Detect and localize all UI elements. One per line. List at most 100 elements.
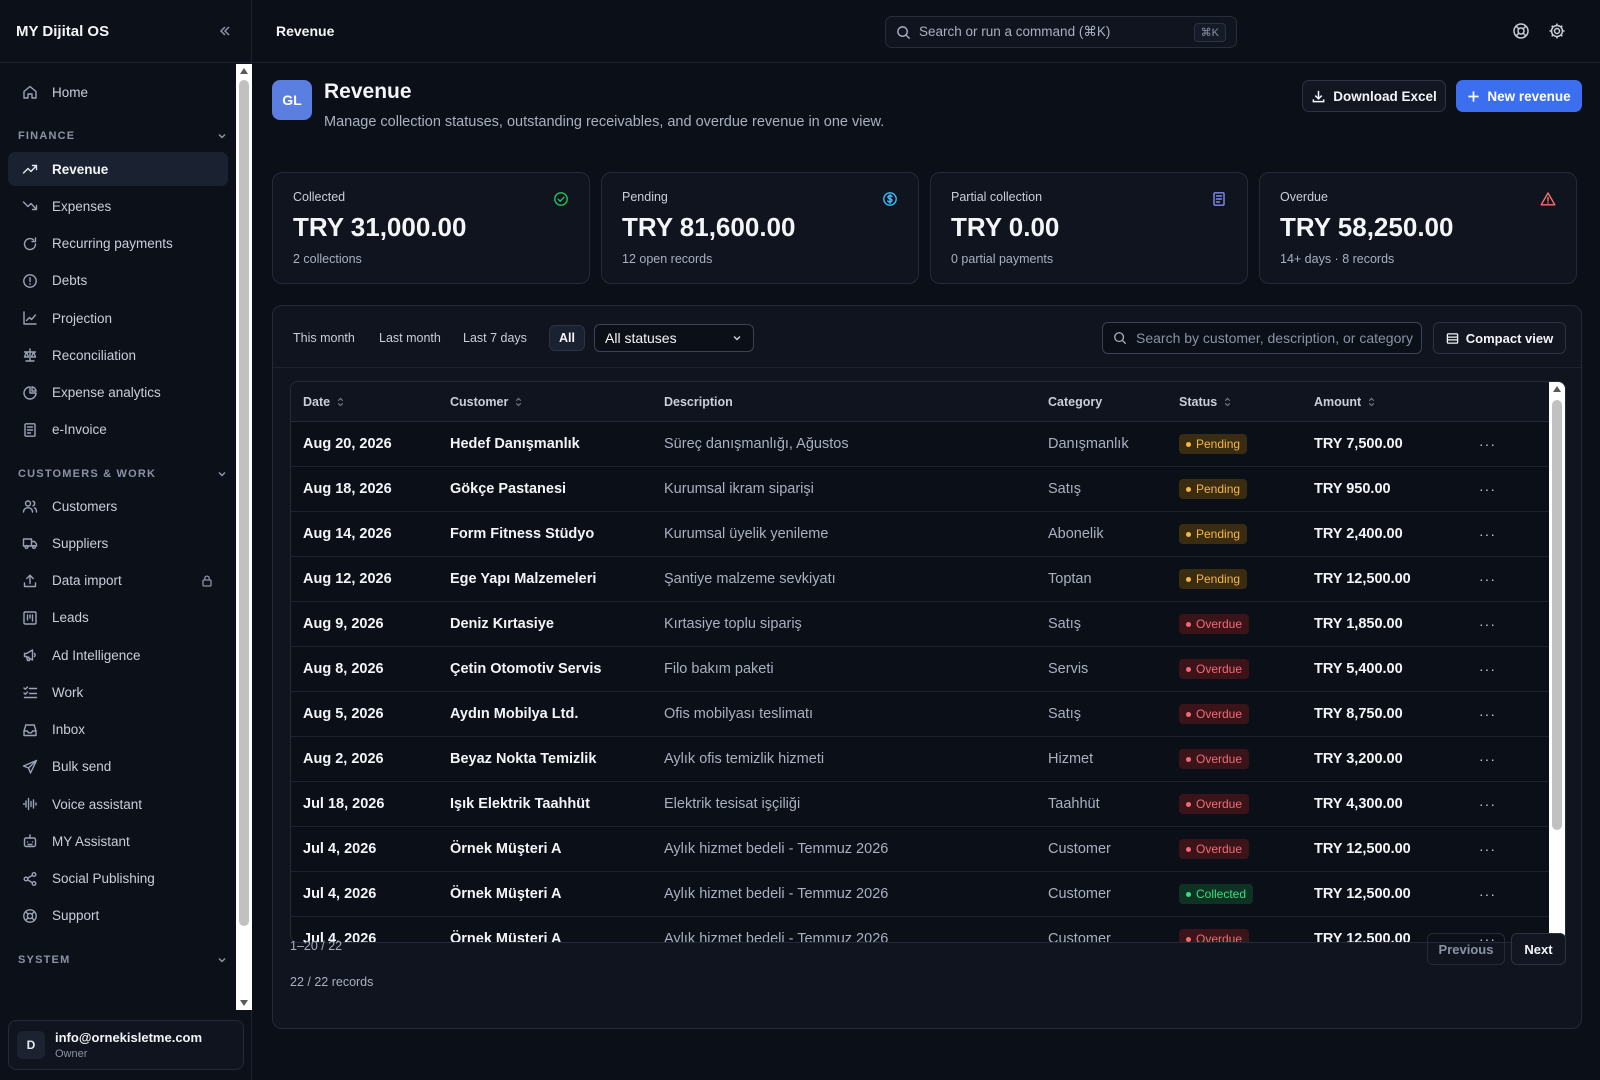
row-more-actions-icon[interactable]: ··· bbox=[1479, 571, 1496, 587]
sidebar-item-inbox[interactable]: Inbox bbox=[8, 713, 228, 747]
column-header-status[interactable]: Status bbox=[1179, 382, 1232, 422]
sidebar-item-my-assistant[interactable]: MY Assistant bbox=[8, 824, 228, 858]
sidebar-item-expense-analytics[interactable]: Expense analytics bbox=[8, 376, 228, 410]
sidebar-item-e-invoice[interactable]: e-Invoice bbox=[8, 413, 228, 447]
sidebar-scrollbar[interactable] bbox=[236, 64, 252, 1010]
new-revenue-button[interactable]: New revenue bbox=[1456, 80, 1582, 112]
table-row[interactable]: Aug 20, 2026 Hedef Danışmanlık Süreç danış… bbox=[291, 422, 1549, 467]
status-dot bbox=[1186, 531, 1191, 537]
sidebar-nav: Home FINANCE Revenue Expenses Recurring paym… bbox=[0, 64, 236, 1010]
previous-page-button[interactable]: Previous bbox=[1427, 933, 1505, 965]
sidebar-item-leads[interactable]: Leads bbox=[8, 601, 228, 635]
row-more-actions-icon[interactable]: ··· bbox=[1479, 616, 1496, 632]
scroll-down-arrow-icon[interactable] bbox=[240, 1000, 248, 1006]
row-more-actions-icon[interactable]: ··· bbox=[1479, 661, 1496, 677]
column-header-customer[interactable]: Customer bbox=[450, 382, 523, 422]
filter-chip-last-7-days[interactable]: Last 7 days bbox=[463, 331, 527, 345]
table-row[interactable]: Aug 8, 2026 Çetin Otomotiv Servis Filo bak… bbox=[291, 647, 1549, 692]
row-more-actions-icon[interactable]: ··· bbox=[1479, 526, 1496, 542]
status-select[interactable]: All statuses bbox=[594, 324, 754, 352]
sidebar-item-data-import[interactable]: Data import bbox=[8, 564, 228, 598]
filter-chip-this-month[interactable]: This month bbox=[293, 331, 355, 345]
sidebar-item-expenses[interactable]: Expenses bbox=[8, 189, 228, 223]
sidebar-item-label: Projection bbox=[52, 310, 113, 326]
row-more-actions-icon[interactable]: ··· bbox=[1479, 886, 1496, 902]
table-row[interactable]: Aug 18, 2026 Gökçe Pastanesi Kurumsal ikra… bbox=[291, 467, 1549, 512]
section-customers-work[interactable]: CUSTOMERS & WORK bbox=[18, 468, 228, 480]
table-row[interactable]: Jul 4, 2026 Örnek Müşteri A Aylık hizmet b… bbox=[291, 917, 1549, 943]
sidebar-item-recurring-payments[interactable]: Recurring payments bbox=[8, 227, 228, 261]
table-row[interactable]: Aug 5, 2026 Aydın Mobilya Ltd. Ofis mobily… bbox=[291, 692, 1549, 737]
scrollbar-thumb[interactable] bbox=[1552, 400, 1562, 830]
sidebar-item-reconciliation[interactable]: Reconciliation bbox=[8, 338, 228, 372]
column-header-date[interactable]: Date bbox=[303, 382, 345, 422]
sidebar-item-ad-intelligence[interactable]: Ad Intelligence bbox=[8, 638, 228, 672]
sidebar-item-customers[interactable]: Customers bbox=[8, 489, 228, 523]
section-label: SYSTEM bbox=[18, 954, 71, 966]
row-more-actions-icon[interactable]: ··· bbox=[1479, 841, 1496, 857]
table-search-input[interactable]: Search by customer, description, or cate… bbox=[1102, 322, 1422, 354]
compact-view-button[interactable]: Compact view bbox=[1433, 322, 1566, 354]
cell-amount: TRY 12,500.00 bbox=[1314, 886, 1411, 902]
status-badge: Pending bbox=[1179, 479, 1248, 499]
row-more-actions-icon[interactable]: ··· bbox=[1479, 751, 1496, 767]
table-row[interactable]: Aug 9, 2026 Deniz Kırtasiye Kırtasiye topl… bbox=[291, 602, 1549, 647]
revenue-panel: This month Last month Last 7 days All All s… bbox=[272, 305, 1582, 1029]
help-icon[interactable] bbox=[1512, 22, 1530, 40]
sidebar-item-label: Debts bbox=[52, 273, 88, 289]
sidebar-item-social-publishing[interactable]: Social Publishing bbox=[8, 862, 228, 896]
sidebar-item-support[interactable]: Support bbox=[8, 899, 228, 933]
sidebar-item-voice-assistant[interactable]: Voice assistant bbox=[8, 787, 228, 821]
cell-customer: Çetin Otomotiv Servis bbox=[450, 661, 602, 677]
chevron-down-icon bbox=[218, 133, 226, 139]
row-more-actions-icon[interactable]: ··· bbox=[1479, 436, 1496, 452]
next-page-button[interactable]: Next bbox=[1511, 933, 1566, 965]
row-more-actions-icon[interactable]: ··· bbox=[1479, 796, 1496, 812]
command-search-input[interactable]: Search or run a command (⌘K) ⌘K bbox=[885, 16, 1237, 48]
table-row[interactable]: Aug 14, 2026 Form Fitness Stüdyo Kurumsal … bbox=[291, 512, 1549, 557]
column-header-amount[interactable]: Amount bbox=[1314, 382, 1376, 422]
app-name: MY Dijital OS bbox=[16, 22, 110, 40]
table-row[interactable]: Jul 4, 2026 Örnek Müşteri A Aylık hizmet b… bbox=[291, 827, 1549, 872]
table-row[interactable]: Aug 2, 2026 Beyaz Nokta Temizlik Aylık ofi… bbox=[291, 737, 1549, 782]
row-more-actions-icon[interactable]: ··· bbox=[1479, 481, 1496, 497]
sidebar-item-suppliers[interactable]: Suppliers bbox=[8, 526, 228, 560]
cell-category: Danışmanlık bbox=[1048, 436, 1129, 452]
scroll-up-arrow-icon[interactable] bbox=[1553, 386, 1561, 392]
row-more-actions-icon[interactable]: ··· bbox=[1479, 706, 1496, 722]
filter-chip-last-month[interactable]: Last month bbox=[379, 331, 441, 345]
sidebar-item-bulk-send[interactable]: Bulk send bbox=[8, 750, 228, 784]
sidebar-item-work[interactable]: Work bbox=[8, 675, 228, 709]
row-more-actions-icon[interactable]: ··· bbox=[1479, 931, 1496, 943]
section-finance[interactable]: FINANCE bbox=[18, 130, 228, 142]
table-row[interactable]: Aug 12, 2026 Ege Yapı Malzemeleri Şantiye … bbox=[291, 557, 1549, 602]
home-icon bbox=[22, 84, 38, 100]
gear-icon[interactable] bbox=[1548, 22, 1566, 40]
scroll-up-arrow-icon[interactable] bbox=[240, 68, 248, 74]
cell-customer: Hedef Danışmanlık bbox=[450, 436, 580, 452]
table-row[interactable]: Jul 4, 2026 Örnek Müşteri A Aylık hizmet b… bbox=[291, 872, 1549, 917]
cell-category: Customer bbox=[1048, 931, 1111, 943]
user-card[interactable]: D info@ornekisletme.com Owner bbox=[8, 1020, 244, 1070]
collapse-sidebar-icon[interactable] bbox=[215, 21, 235, 41]
compact-view-label: Compact view bbox=[1465, 330, 1554, 346]
sidebar-item-debts[interactable]: Debts bbox=[8, 264, 228, 298]
status-dot bbox=[1186, 576, 1191, 582]
sidebar-item-revenue[interactable]: Revenue bbox=[8, 152, 228, 186]
sidebar-item-label: Reconciliation bbox=[52, 347, 137, 363]
sidebar-item-label: Voice assistant bbox=[52, 796, 143, 812]
filter-chip-all[interactable]: All bbox=[549, 325, 585, 351]
sidebar: MY Dijital OS Home FINANCE Revenue Expenses… bbox=[0, 0, 252, 1080]
sidebar-item-projection[interactable]: Projection bbox=[8, 301, 228, 335]
stat-label: Pending bbox=[622, 190, 668, 204]
truck-icon bbox=[22, 535, 38, 551]
scrollbar-thumb[interactable] bbox=[239, 80, 249, 926]
table-row[interactable]: Jul 18, 2026 Işık Elektrik Taahhüt Elektri… bbox=[291, 782, 1549, 827]
sidebar-item-home[interactable]: Home bbox=[8, 75, 228, 109]
section-system[interactable]: SYSTEM bbox=[18, 954, 228, 966]
table-scrollbar[interactable] bbox=[1549, 382, 1565, 942]
download-excel-button[interactable]: Download Excel bbox=[1302, 80, 1446, 112]
cell-customer: Gökçe Pastanesi bbox=[450, 481, 567, 497]
column-header-label: Description bbox=[664, 395, 733, 409]
search-icon bbox=[897, 25, 911, 39]
